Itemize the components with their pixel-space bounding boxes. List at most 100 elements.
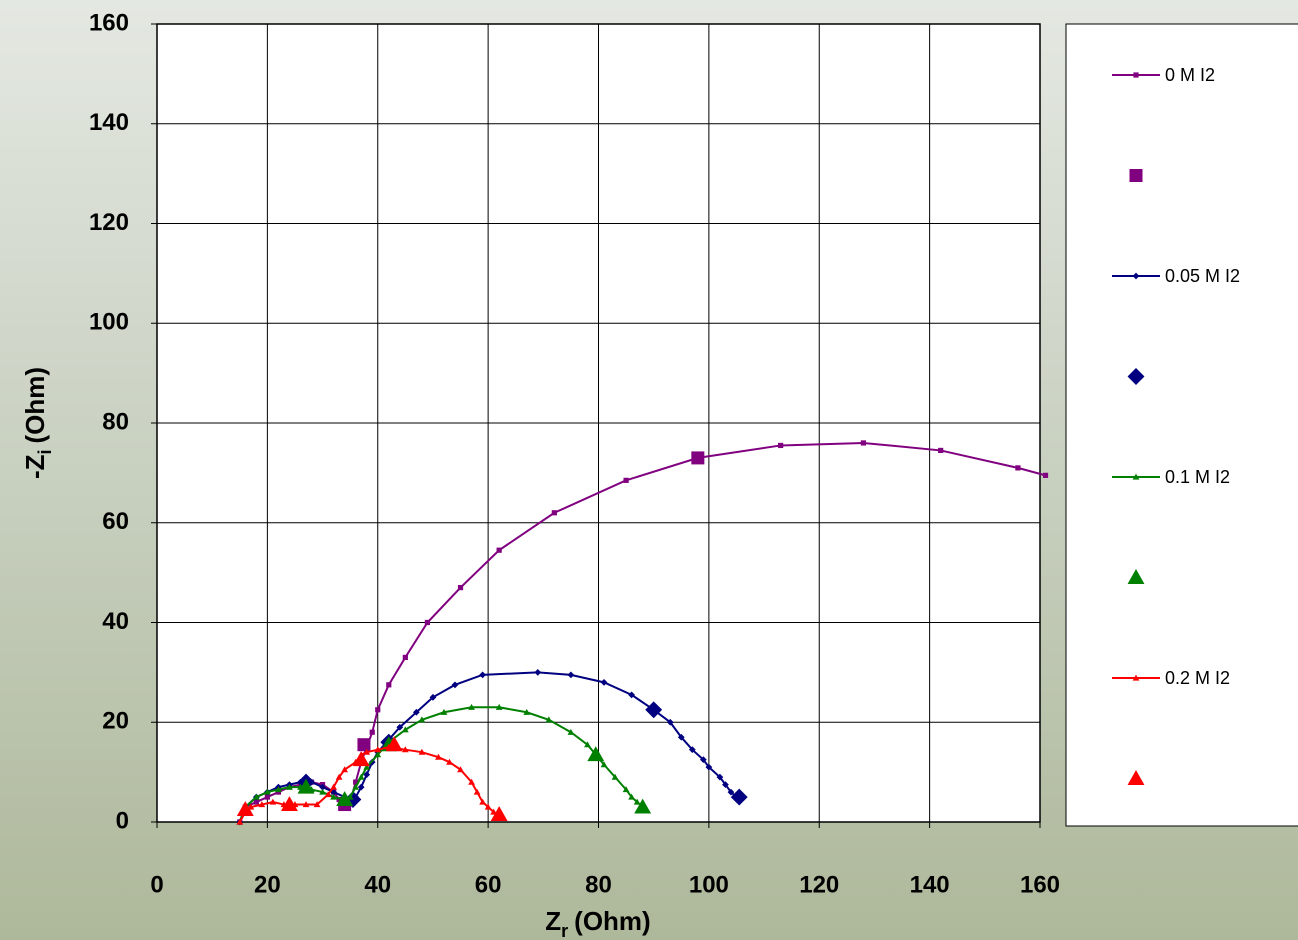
marker	[281, 796, 298, 812]
x-tick-label: 160	[1020, 871, 1060, 898]
y-tick-label: 20	[102, 708, 129, 735]
legend-label: 0.2 M I2	[1165, 668, 1230, 688]
x-label-unit: (Ohm)	[574, 906, 651, 936]
marker	[252, 793, 260, 800]
marker	[330, 793, 337, 800]
marker	[352, 751, 370, 767]
marker	[263, 788, 271, 795]
marker	[335, 773, 343, 780]
marker	[341, 766, 349, 773]
marker	[1132, 272, 1140, 280]
marker	[716, 773, 724, 781]
marker	[275, 786, 282, 793]
legend-label: 0.05 M I2	[1165, 266, 1240, 286]
marker	[633, 798, 641, 805]
x-tick-label: 100	[689, 871, 729, 898]
marker	[551, 510, 557, 516]
marker	[722, 781, 729, 788]
y-tick-label: 100	[89, 309, 129, 336]
marker	[313, 801, 321, 808]
marker	[269, 798, 277, 805]
marker	[435, 753, 442, 760]
y-tick-label: 160	[89, 9, 129, 36]
marker	[401, 726, 409, 733]
marker	[490, 806, 508, 822]
marker	[495, 703, 503, 710]
legend-label: 0.1 M I2	[1165, 467, 1230, 487]
marker	[1132, 473, 1140, 480]
marker	[440, 708, 448, 715]
x-tick-label: 120	[799, 871, 839, 898]
marker	[418, 716, 426, 723]
marker	[457, 584, 464, 591]
marker	[446, 758, 453, 765]
marker	[705, 763, 713, 771]
marker	[418, 748, 426, 755]
marker	[324, 791, 332, 798]
marker	[584, 741, 591, 748]
x-tick-label: 0	[150, 871, 163, 898]
marker	[479, 798, 486, 805]
marker	[286, 783, 293, 790]
marker	[645, 701, 663, 719]
marker	[600, 761, 608, 768]
x-tick-label: 20	[254, 871, 281, 898]
marker	[396, 723, 404, 731]
marker	[1042, 472, 1049, 478]
marker	[479, 671, 486, 679]
marker	[1127, 770, 1145, 785]
marker	[319, 788, 326, 795]
marker	[363, 771, 371, 778]
marker	[677, 733, 685, 741]
marker	[353, 779, 359, 785]
marker	[258, 801, 266, 808]
marker	[1015, 465, 1021, 471]
y-tick-label: 60	[102, 508, 129, 535]
marker	[587, 746, 605, 762]
marker	[363, 763, 371, 770]
marker	[1129, 169, 1143, 182]
marker	[468, 778, 475, 785]
marker	[302, 801, 310, 808]
y-label-sub: i	[35, 449, 55, 454]
marker	[622, 786, 630, 793]
y-tick-label: 40	[102, 608, 129, 635]
marker	[253, 799, 259, 805]
marker	[628, 691, 635, 699]
x-tick-label: 40	[364, 871, 391, 898]
legend-box	[1065, 23, 1298, 827]
legend-label: 0 M I2	[1165, 65, 1215, 85]
marker	[523, 708, 531, 715]
marker	[374, 746, 382, 753]
x-tick-label: 60	[475, 871, 502, 898]
marker	[611, 773, 619, 780]
marker	[401, 746, 409, 753]
marker	[413, 708, 420, 716]
y-tick-label: 140	[89, 109, 129, 136]
x-tick-label: 140	[910, 871, 950, 898]
marker	[628, 793, 635, 800]
marker	[457, 766, 464, 773]
marker	[600, 678, 608, 686]
marker	[451, 681, 459, 689]
marker	[357, 783, 365, 791]
y-label-text: -Z	[20, 454, 50, 479]
x-label-sub: r	[561, 921, 568, 940]
marker	[424, 619, 431, 626]
marker	[1127, 368, 1145, 385]
y-label-unit: (Ohm)	[20, 367, 50, 444]
marker	[860, 440, 866, 446]
marker	[1127, 569, 1145, 584]
marker	[473, 788, 481, 795]
marker	[297, 778, 315, 794]
plot-border	[156, 23, 1041, 823]
marker	[666, 718, 674, 726]
marker	[634, 798, 652, 814]
marker	[938, 447, 944, 454]
marker	[468, 703, 475, 710]
marker	[386, 682, 392, 688]
marker	[363, 748, 371, 755]
marker	[375, 707, 381, 713]
marker	[534, 668, 542, 676]
